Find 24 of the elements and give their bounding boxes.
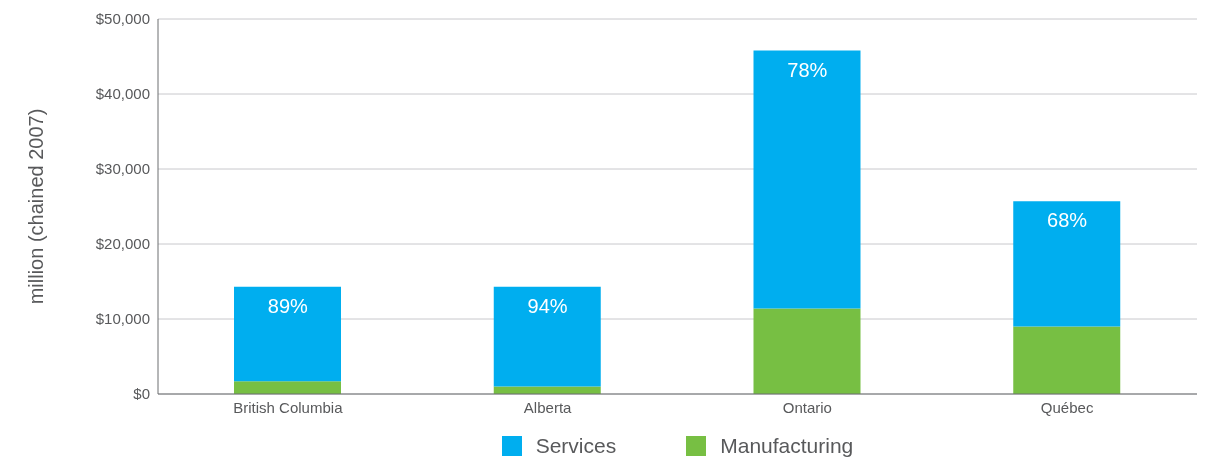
annotation: 78% [787, 58, 828, 81]
y-tick-label: $40,000 [95, 85, 150, 103]
legend-label: Services [535, 434, 617, 458]
bar [1013, 326, 1121, 394]
annotation: 94% [527, 294, 568, 317]
annotation: 68% [1047, 209, 1088, 232]
x-tick-label: Ontario [782, 398, 832, 416]
x-tick-label: British Columbia [233, 398, 344, 416]
y-tick-label: $10,000 [95, 310, 150, 328]
bar [753, 50, 861, 309]
bar [753, 308, 861, 394]
x-tick-label: Québec [1040, 398, 1094, 416]
y-tick-label: $0 [133, 385, 150, 403]
annotation: 89% [267, 294, 309, 317]
y-axis-title: million (chained 2007) [25, 108, 48, 305]
bar [234, 381, 341, 394]
legend-label: Manufacturing [720, 434, 854, 458]
y-tick-label: $20,000 [95, 235, 150, 253]
bar [493, 286, 601, 387]
y-tick-label: $50,000 [95, 10, 150, 28]
x-tick-label: Alberta [523, 398, 573, 416]
bar [1013, 201, 1121, 327]
y-tick-label: $30,000 [95, 160, 150, 178]
bar [234, 286, 341, 382]
